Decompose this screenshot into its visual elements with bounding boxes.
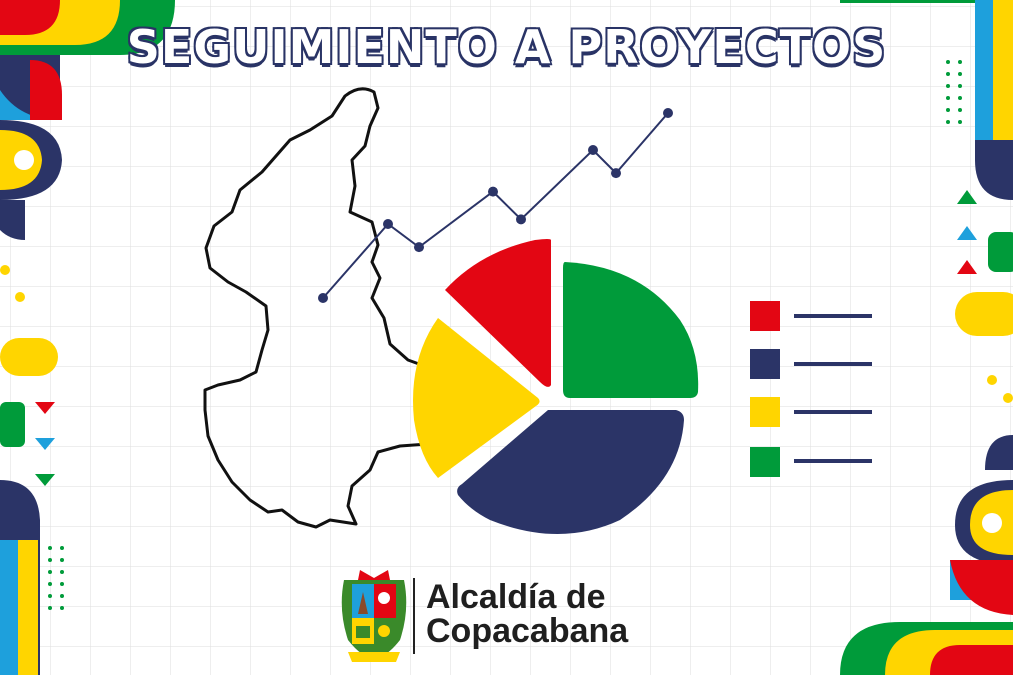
line-chart xyxy=(318,108,673,303)
legend-line-green xyxy=(794,459,872,463)
line-point xyxy=(611,168,621,179)
legend-swatch-yellow xyxy=(750,397,780,427)
legend-line-navy xyxy=(794,362,872,366)
page-title: SEGUIMIENTO A PROYECTOS xyxy=(125,19,887,76)
right-decoration xyxy=(840,0,1013,675)
green-slice xyxy=(563,262,699,398)
navy-slice xyxy=(457,410,684,534)
line-point xyxy=(488,186,498,197)
line-point xyxy=(588,145,598,155)
line-point xyxy=(663,108,673,118)
left-decoration xyxy=(0,0,175,675)
coat-of-arms-icon xyxy=(341,570,407,662)
logo-wordmark: Alcaldía de Copacabana xyxy=(426,580,628,648)
line-point xyxy=(383,219,393,229)
line-point xyxy=(516,214,526,225)
line-point xyxy=(318,293,328,303)
yellow-slice xyxy=(413,318,540,478)
logo-line-1: Alcaldía de xyxy=(426,578,606,616)
legend-swatch-navy xyxy=(750,349,780,379)
legend-swatch-green xyxy=(750,447,780,477)
legend-swatch-red xyxy=(750,301,780,331)
logo-divider xyxy=(413,578,415,654)
logo-line-2: Copacabana xyxy=(426,612,629,650)
legend-line-yellow xyxy=(794,410,872,414)
legend xyxy=(750,301,872,477)
line-series xyxy=(322,112,669,299)
line-point xyxy=(414,242,424,253)
legend-line-red xyxy=(794,314,872,318)
pie-chart xyxy=(413,239,699,534)
red-slice xyxy=(445,239,551,387)
map-outline xyxy=(203,87,476,529)
